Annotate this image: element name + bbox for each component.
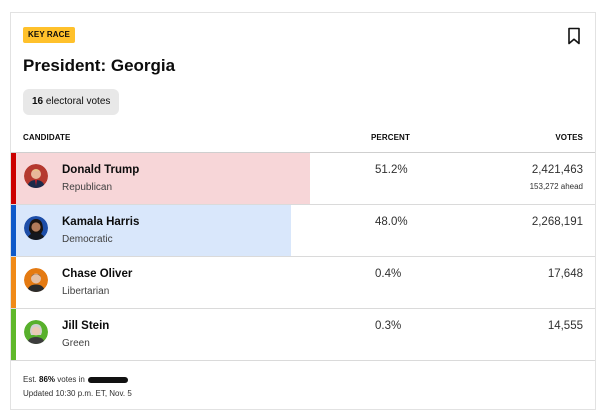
candidate-votes: 17,648: [547, 268, 583, 280]
bookmark-icon[interactable]: [567, 27, 581, 45]
candidate-name: Donald Trump: [62, 164, 140, 176]
candidate-photo: [24, 268, 48, 292]
key-race-badge: KEY RACE: [23, 27, 75, 43]
candidate-photo: [24, 320, 48, 344]
electoral-votes-pill: 16 electoral votes: [23, 89, 120, 115]
candidate-votes: 14,555: [547, 320, 583, 332]
candidate-photo: [24, 216, 48, 240]
party-color-stripe: [11, 309, 16, 360]
race-card: KEY RACE President: Georgia 16 electoral…: [10, 12, 596, 410]
candidate-name: Kamala Harris: [62, 216, 140, 228]
party-color-stripe: [11, 205, 16, 256]
updated-timestamp: Updated 10:30 p.m. ET, Nov. 5: [23, 389, 132, 398]
candidate-percent: 0.4%: [375, 268, 402, 280]
est-suffix: votes in: [57, 375, 85, 384]
candidate-votes: 2,421,463: [531, 164, 583, 176]
candidate-percent: 0.3%: [375, 320, 402, 332]
est-percent: 86%: [39, 375, 56, 384]
results-table: Donald Trump Republican 51.2% 2,421,463 …: [11, 152, 595, 361]
header-percent: PERCENT: [371, 133, 410, 142]
lead-margin: 153,272 ahead: [529, 182, 583, 191]
vote-share-bar: [11, 153, 310, 204]
candidate-row-trump[interactable]: Donald Trump Republican 51.2% 2,421,463 …: [11, 153, 595, 205]
candidate-row-stein[interactable]: Jill Stein Green 0.3% 14,555: [11, 309, 595, 361]
est-prefix: Est.: [23, 375, 37, 384]
candidate-party: Democratic: [62, 234, 113, 245]
candidate-photo: [24, 164, 48, 188]
estimated-votes-in: Est. 86% votes in: [23, 375, 128, 384]
candidate-row-harris[interactable]: Kamala Harris Democratic 48.0% 2,268,191: [11, 205, 595, 257]
candidate-percent: 48.0%: [375, 216, 408, 228]
candidate-votes: 2,268,191: [531, 216, 583, 228]
candidate-name: Jill Stein: [62, 320, 110, 332]
party-color-stripe: [11, 153, 16, 204]
candidate-party: Libertarian: [62, 286, 110, 297]
candidate-percent: 51.2%: [375, 164, 408, 176]
party-color-stripe: [11, 257, 16, 308]
candidate-party: Republican: [62, 182, 113, 193]
vote-share-bar: [11, 205, 291, 256]
header-candidate: CANDIDATE: [23, 133, 71, 142]
candidate-name: Chase Oliver: [62, 268, 133, 280]
candidate-party: Green: [62, 338, 90, 349]
electoral-votes-count: 16: [32, 96, 44, 107]
race-title: President: Georgia: [23, 56, 176, 75]
candidate-row-oliver[interactable]: Chase Oliver Libertarian 0.4% 17,648: [11, 257, 595, 309]
progress-bar: [87, 376, 128, 383]
header-votes: VOTES: [555, 133, 583, 142]
electoral-votes-label: electoral votes: [45, 96, 111, 107]
